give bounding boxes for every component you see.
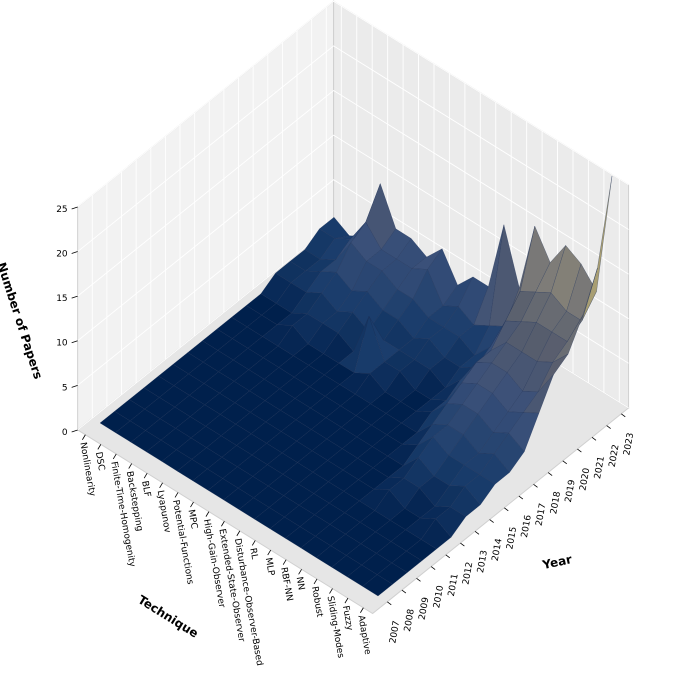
y-tick — [430, 566, 436, 570]
x-tick — [329, 588, 333, 594]
grid-line — [77, 45, 629, 252]
y-tick-label: 2018 — [549, 490, 563, 515]
z-tick-label: 0 — [62, 428, 68, 438]
y-tick — [401, 589, 407, 594]
y-tick — [387, 601, 392, 606]
x-axis-label: Technique — [135, 593, 200, 641]
x-tick — [344, 597, 349, 604]
y-tick-label: 2020 — [578, 467, 592, 492]
y-tick — [504, 507, 509, 512]
x-tick — [205, 511, 210, 517]
x-tick — [82, 434, 86, 440]
y-tick-label: 2011 — [447, 573, 461, 597]
x-tick-label: MLP — [263, 557, 276, 577]
y-tick — [416, 577, 421, 582]
y-tick-label: 2014 — [491, 537, 505, 562]
y-tick — [518, 495, 524, 500]
y-tick — [591, 436, 597, 441]
x-tick — [159, 482, 163, 489]
y-tick-label: 2021 — [593, 455, 607, 479]
y-tick-label: 2013 — [476, 549, 490, 573]
y-tick — [460, 542, 465, 547]
z-tick-label: 25 — [56, 205, 67, 215]
z-tick — [71, 206, 78, 210]
y-tick — [577, 448, 582, 453]
grid-line — [77, 89, 629, 297]
z-tick-label: 15 — [56, 294, 67, 304]
y-tick-label: 2012 — [461, 561, 475, 585]
y-tick — [474, 530, 480, 535]
y-tick-label: 2009 — [418, 596, 432, 621]
z-tick — [71, 251, 78, 254]
z-tick — [71, 295, 78, 299]
x-tick — [360, 607, 364, 613]
y-tick-label: 2017 — [535, 502, 549, 526]
y-tick-label: 2010 — [432, 584, 446, 609]
x-tick-label: Robust — [309, 586, 324, 619]
x-tick — [251, 540, 256, 546]
y-axis-label: Year — [540, 552, 573, 572]
y-tick-label: 2008 — [403, 608, 417, 633]
z-tick-label: 10 — [56, 339, 68, 349]
z-tick-label: 20 — [56, 250, 68, 260]
x-tick — [267, 549, 272, 556]
z-tick — [71, 340, 78, 344]
x-tick-label: Fuzzy — [340, 605, 354, 632]
x-tick — [174, 492, 179, 498]
y-tick-label: 2019 — [564, 479, 578, 504]
x-tick — [190, 501, 194, 508]
x-tick-label: Adaptive — [355, 615, 372, 656]
x-tick — [282, 559, 287, 565]
z-tick — [71, 384, 78, 388]
x-tick — [97, 444, 102, 450]
y-tick — [606, 425, 611, 429]
x-tick — [313, 578, 318, 585]
y-tick — [533, 483, 538, 488]
x-tick — [112, 453, 117, 460]
y-tick — [445, 554, 451, 559]
z-axis-label: Number of Papers — [0, 261, 45, 381]
y-tick-label: 2022 — [608, 444, 622, 468]
x-tick-label: Lyapunov — [155, 490, 172, 535]
x-tick-label: Sliding-Modes — [325, 595, 346, 659]
y-tick-label: 2007 — [388, 620, 402, 644]
x-tick — [298, 569, 302, 575]
x-tick-label: NN — [294, 576, 306, 591]
z-tick-label: 5 — [62, 383, 68, 393]
x-tick — [128, 463, 133, 469]
y-tick — [489, 519, 494, 523]
x-tick — [236, 530, 241, 537]
y-tick-label: 2015 — [505, 526, 519, 550]
x-tick-label: RL — [247, 547, 259, 560]
y-tick — [621, 413, 626, 418]
x-tick-label: BLF — [139, 480, 152, 498]
x-tick-label: RBF-NN — [278, 566, 294, 602]
surface-facet — [362, 574, 393, 597]
x-tick-label: Nonlinearity — [77, 442, 96, 498]
y-tick — [547, 472, 553, 476]
x-tick — [143, 472, 148, 479]
x-tick-label: MPC — [186, 509, 199, 530]
y-tick — [562, 460, 568, 465]
x-tick-label: DSC — [93, 451, 106, 471]
y-tick-label: 2016 — [520, 514, 534, 539]
surface-mesh — [99, 176, 613, 597]
y-tick-label: 2023 — [622, 432, 636, 456]
x-tick — [221, 521, 225, 527]
grid-line — [77, 0, 629, 208]
z-tick — [71, 429, 78, 433]
